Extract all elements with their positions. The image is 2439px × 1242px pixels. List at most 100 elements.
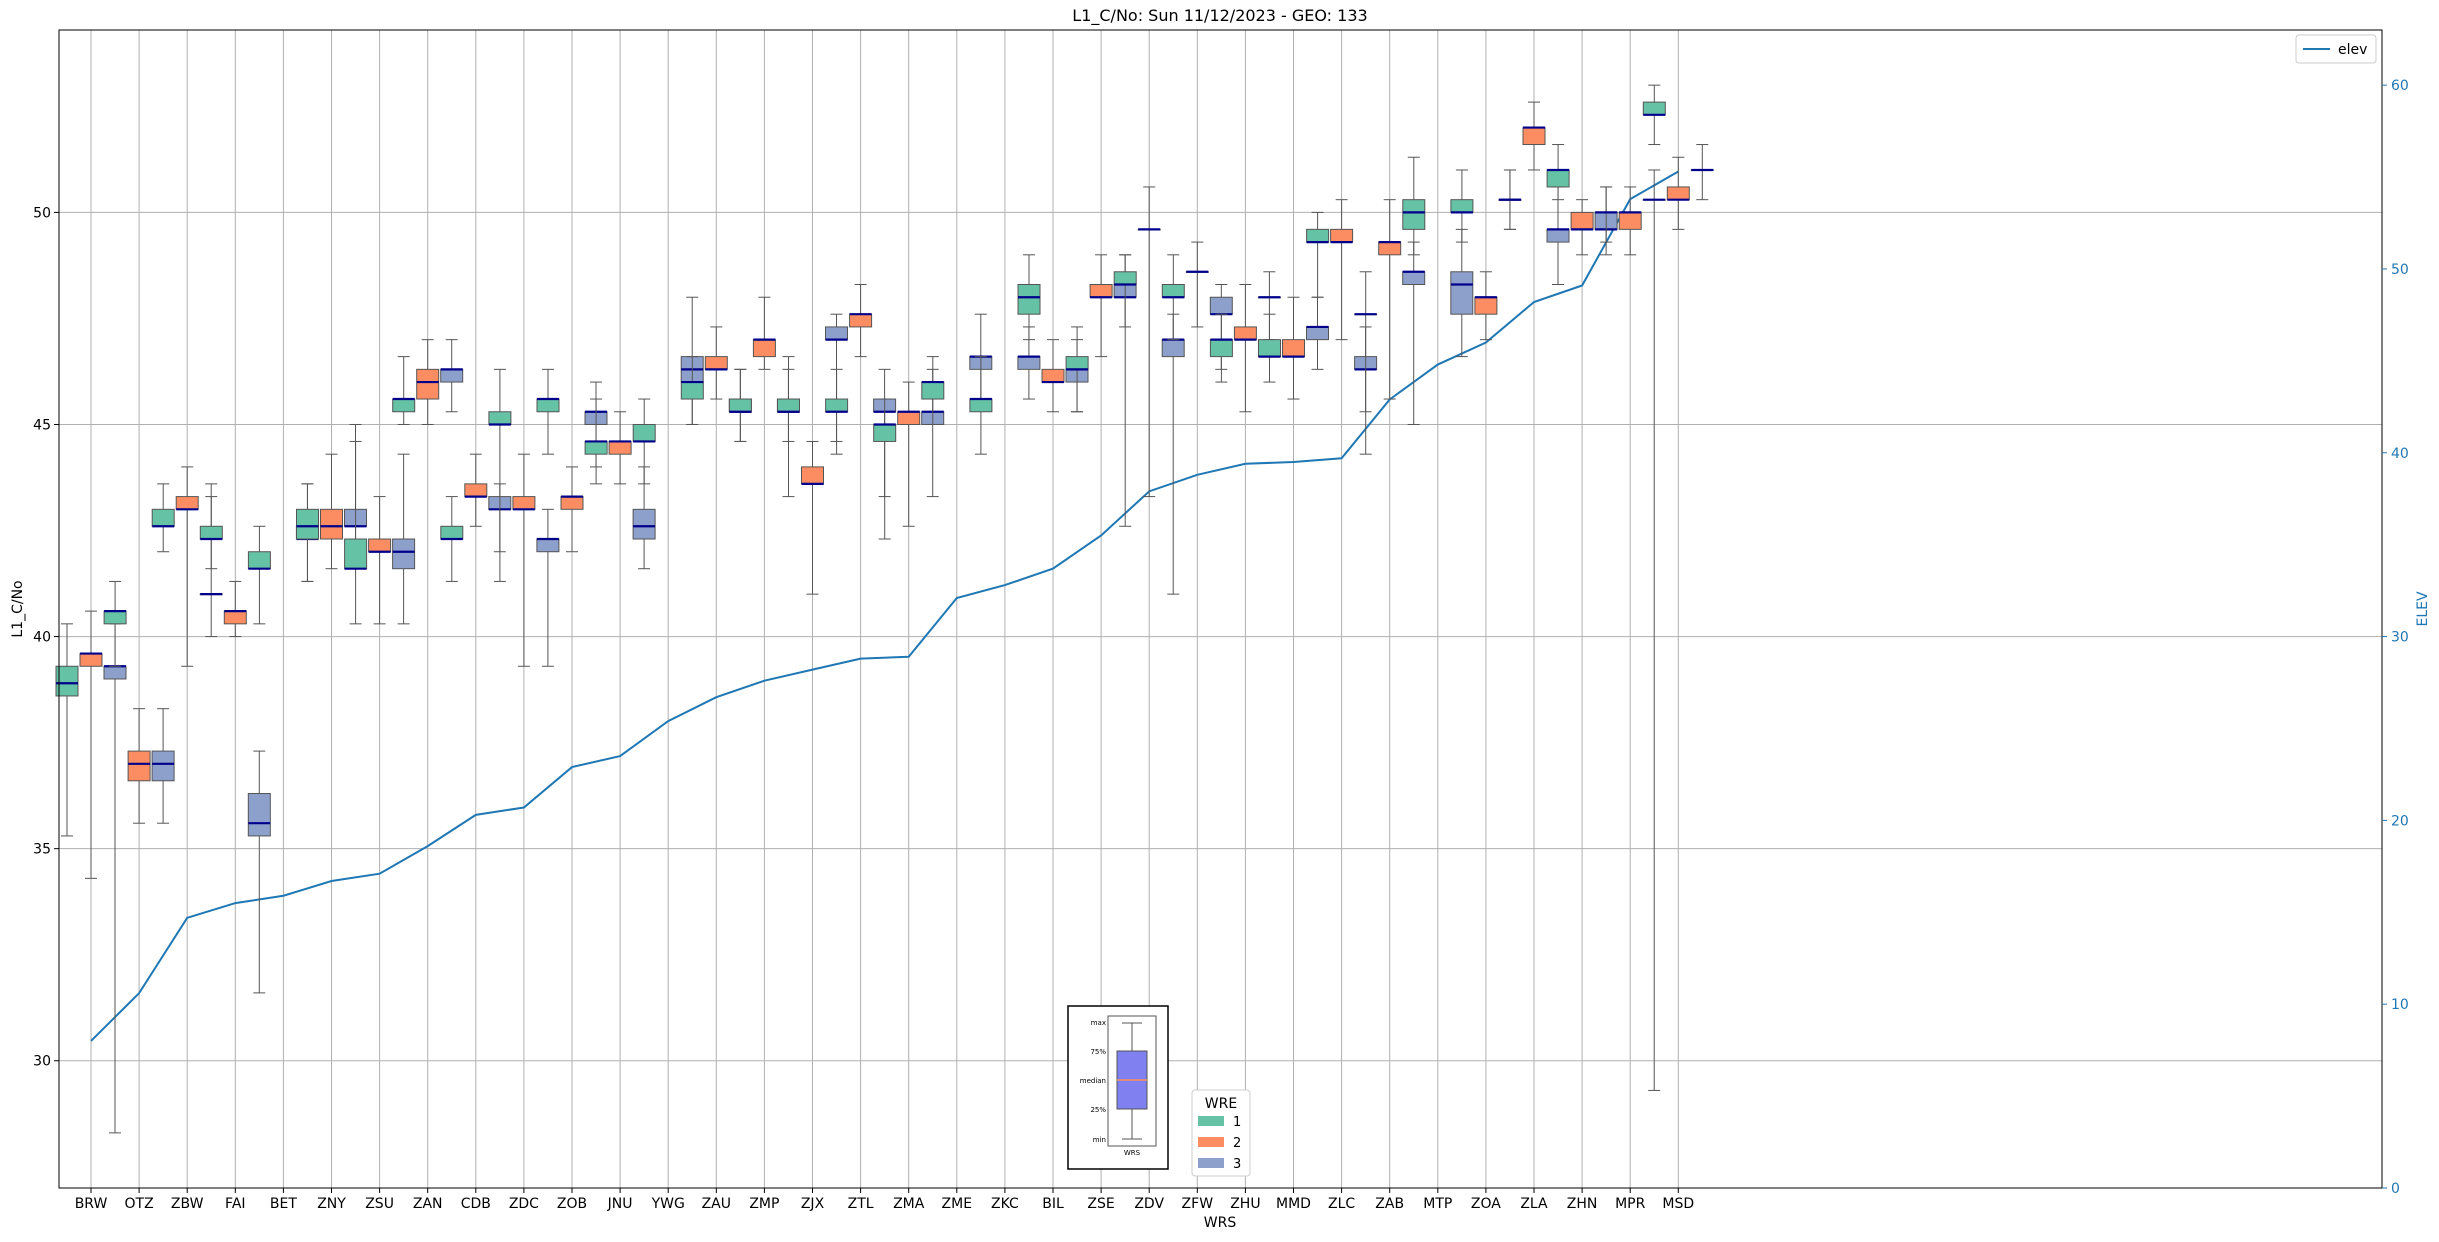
box-zkc-wre1 bbox=[969, 356, 993, 455]
box-zdv-wre2 bbox=[1137, 186, 1161, 498]
box-iqr bbox=[1378, 241, 1402, 256]
box-zob-wre1 bbox=[536, 368, 560, 455]
x-tick-label: ZMP bbox=[749, 1196, 779, 1212]
box-fai-wre2 bbox=[223, 580, 247, 638]
box-iqr bbox=[151, 508, 175, 527]
box-zhu-wre2 bbox=[1233, 284, 1257, 413]
box-zab-wre1 bbox=[1354, 271, 1378, 455]
box-iqr bbox=[560, 496, 584, 510]
y-tick-label: 35 bbox=[33, 842, 51, 858]
y-right-tick-label: 30 bbox=[2391, 630, 2409, 646]
wre-legend-swatch-3 bbox=[1198, 1158, 1224, 1168]
x-tick-label: ZTL bbox=[848, 1196, 874, 1212]
box-msd-wre1 bbox=[1642, 84, 1666, 146]
box-iqr bbox=[392, 398, 416, 413]
box-zfw-wre1 bbox=[1161, 254, 1185, 341]
box-key-label-median: median bbox=[1080, 1077, 1106, 1085]
box-otz-wre1 bbox=[103, 580, 127, 667]
box-iqr bbox=[247, 551, 271, 570]
y-axis-label: L1_C/No bbox=[10, 580, 26, 637]
box-bil-wre2 bbox=[1041, 339, 1065, 413]
box-otz-wre2 bbox=[127, 708, 151, 824]
box-iqr bbox=[1089, 284, 1113, 298]
x-tick-label: ZDC bbox=[509, 1196, 539, 1212]
x-tick-label: MSD bbox=[1662, 1196, 1694, 1212]
box-key-label-q3: 75% bbox=[1090, 1048, 1106, 1056]
x-tick-label: ZJX bbox=[801, 1196, 825, 1212]
y-right-tick-label: 10 bbox=[2391, 997, 2409, 1013]
wre-legend-label-3: 3 bbox=[1233, 1157, 1241, 1172]
box-iqr bbox=[1330, 228, 1354, 243]
box-zoa-wre2 bbox=[1474, 271, 1498, 341]
elev-legend-box bbox=[2295, 34, 2377, 64]
box-zla-wre3 bbox=[1546, 186, 1570, 286]
box-iqr bbox=[584, 440, 608, 455]
box-iqr bbox=[127, 750, 151, 782]
box-zdc-wre1 bbox=[488, 368, 512, 582]
box-iqr bbox=[825, 398, 849, 413]
box-iqr bbox=[223, 610, 247, 625]
box-zab-wre2 bbox=[1378, 199, 1402, 400]
plot-frame bbox=[58, 29, 2383, 1189]
box-iqr bbox=[1618, 211, 1642, 230]
wre-legend-box bbox=[1191, 1089, 1251, 1177]
box-brw-wre1 bbox=[55, 623, 79, 837]
x-tick-label: ZFW bbox=[1182, 1196, 1214, 1212]
x-tick-label: ZAB bbox=[1375, 1196, 1404, 1212]
x-tick-label: FAI bbox=[225, 1196, 245, 1212]
box-iqr bbox=[1282, 339, 1305, 358]
box-iqr bbox=[55, 665, 79, 697]
x-tick-label: ZLA bbox=[1520, 1196, 1548, 1212]
box-zhu-wre1 bbox=[1209, 313, 1233, 383]
box-ztl-wre2 bbox=[849, 284, 873, 358]
grid bbox=[59, 30, 2382, 1188]
box-iqr bbox=[608, 440, 632, 455]
box-zdc-wre3 bbox=[536, 508, 560, 667]
box-zla-wre2 bbox=[1522, 101, 1546, 171]
box-msd-wre2 bbox=[1666, 156, 1690, 230]
box-iqr bbox=[1161, 339, 1185, 358]
box-zan-wre1 bbox=[392, 356, 416, 425]
box-iqr bbox=[175, 496, 199, 510]
box-iqr bbox=[79, 653, 103, 667]
box-zdc-wre2 bbox=[512, 453, 536, 667]
y-right-tick-label: 40 bbox=[2391, 446, 2409, 462]
x-tick-label: ZDV bbox=[1134, 1196, 1164, 1212]
box-mmd-wre1 bbox=[1258, 313, 1281, 383]
x-tick-label: ZOA bbox=[1471, 1196, 1501, 1212]
box-iqr bbox=[488, 411, 512, 425]
wre-legend-swatch-2 bbox=[1198, 1137, 1224, 1147]
y-tick-label: 30 bbox=[33, 1054, 51, 1070]
x-tick-label: CDB bbox=[461, 1196, 491, 1212]
box-zsu-wre2 bbox=[368, 496, 392, 625]
box-iqr bbox=[1065, 356, 1089, 370]
box-layer bbox=[55, 84, 1714, 1134]
y-right-tick-label: 60 bbox=[2391, 78, 2409, 94]
box-zbw-wre2 bbox=[175, 466, 199, 667]
box-zjx-wre2 bbox=[801, 440, 824, 595]
box-iqr bbox=[1209, 296, 1233, 315]
x-tick-label: ZNY bbox=[317, 1196, 346, 1212]
box-iqr bbox=[632, 423, 656, 442]
x-tick-label: BET bbox=[270, 1196, 297, 1212]
x-tick-label: OTZ bbox=[125, 1196, 154, 1212]
box-zan-wre3 bbox=[440, 339, 464, 413]
x-tick-label: MTP bbox=[1423, 1196, 1452, 1212]
box-iqr bbox=[825, 326, 848, 341]
box-otz-wre3 bbox=[151, 708, 175, 824]
box-iqr bbox=[1258, 339, 1281, 358]
box-zau-wre2 bbox=[704, 326, 728, 400]
box-zma-wre1 bbox=[873, 398, 897, 540]
box-zma-wre2 bbox=[897, 381, 921, 527]
box-iqr bbox=[1306, 326, 1329, 341]
box-jnu-wre2 bbox=[608, 411, 632, 485]
box-zhn-wre2 bbox=[1570, 199, 1594, 256]
x-tick-label: ZAN bbox=[413, 1196, 443, 1212]
box-fai-wre1 bbox=[199, 496, 223, 570]
box-iqr bbox=[1522, 127, 1546, 146]
y-right-tick-label: 50 bbox=[2391, 262, 2409, 278]
box-mmd-wre2 bbox=[1282, 296, 1305, 400]
box-bil-wre1 bbox=[1017, 254, 1041, 341]
